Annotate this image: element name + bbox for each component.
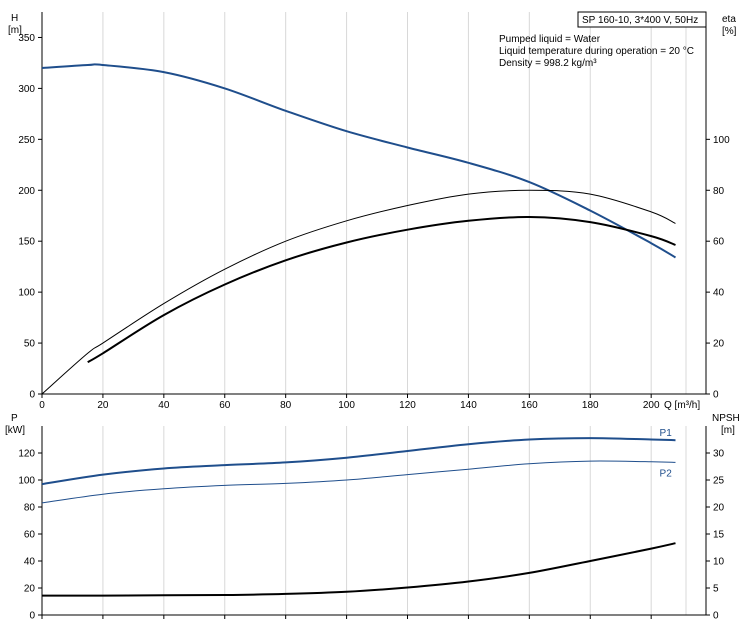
x-tick-label: 60: [219, 400, 231, 411]
density-info: Density = 998.2 kg/m³: [499, 58, 597, 69]
left-tick-label: 100: [18, 476, 35, 487]
left-tick-label: 40: [24, 557, 36, 568]
left-tick-label: 0: [29, 390, 35, 401]
right-tick-label: 20: [713, 503, 725, 514]
power-axis-unit: [kW]: [5, 425, 25, 436]
right-tick-label: 40: [713, 288, 725, 299]
right-tick-label: 0: [713, 390, 719, 401]
series-line: [87, 215, 676, 364]
right-tick-label: 20: [713, 339, 725, 350]
eta-axis-title: eta: [722, 14, 736, 25]
head-axis-title: H: [11, 13, 18, 24]
x-tick-label: 140: [460, 400, 477, 411]
x-tick-label: 100: [338, 400, 355, 411]
right-tick-label: 60: [713, 237, 725, 248]
left-tick-label: 350: [18, 33, 35, 44]
head-axis-unit: [m]: [8, 25, 22, 36]
npsh-axis-unit: [m]: [721, 425, 735, 436]
left-tick-label: 250: [18, 135, 35, 146]
p2-series-label: P2: [660, 468, 673, 479]
right-tick-label: 0: [713, 611, 719, 622]
series-line: [41, 189, 676, 395]
left-tick-label: 300: [18, 84, 35, 95]
flow-axis-title: Q [m³/h]: [664, 400, 700, 411]
p1-series-label: P1: [660, 428, 673, 439]
series-line: [42, 542, 676, 597]
pump-model-label: SP 160-10, 3*400 V, 50Hz: [582, 15, 698, 26]
left-tick-label: 100: [18, 288, 35, 299]
right-tick-label: 30: [713, 449, 725, 460]
x-tick-label: 40: [158, 400, 170, 411]
eta-axis-unit: [%]: [722, 26, 737, 37]
x-tick-label: 160: [521, 400, 538, 411]
pump-model-box: SP 160-10, 3*400 V, 50Hz: [577, 11, 707, 28]
npsh-axis-title: NPSH: [712, 413, 740, 424]
left-tick-label: 50: [24, 339, 36, 350]
series-line: [41, 437, 676, 486]
left-tick-label: 60: [24, 530, 36, 541]
right-tick-label: 10: [713, 557, 725, 568]
x-tick-label: 20: [97, 400, 109, 411]
left-tick-label: 20: [24, 584, 36, 595]
right-tick-label: 15: [713, 530, 725, 541]
left-tick-label: 200: [18, 186, 35, 197]
left-tick-label: 150: [18, 237, 35, 248]
power-axis-title: P: [11, 413, 18, 424]
right-tick-label: 80: [713, 186, 725, 197]
x-tick-label: 0: [39, 400, 45, 411]
x-tick-label: 120: [399, 400, 416, 411]
series-line: [41, 460, 676, 504]
head-efficiency-panel: 0 20 40 60 80 100 120 140 160 180 2000501001502002…: [8, 11, 737, 411]
right-tick-label: 5: [713, 584, 719, 595]
series-line: [41, 63, 677, 259]
pumped-liquid-info: Pumped liquid = Water: [499, 34, 601, 45]
right-tick-label: 100: [713, 135, 730, 146]
liquid-temperature-info: Liquid temperature during operation = 20…: [499, 46, 694, 57]
x-tick-label: 200: [643, 400, 660, 411]
left-tick-label: 120: [18, 449, 35, 460]
left-tick-label: 80: [24, 503, 36, 514]
x-tick-label: 80: [280, 400, 292, 411]
right-tick-label: 25: [713, 476, 725, 487]
left-tick-label: 0: [29, 611, 35, 622]
x-tick-label: 180: [582, 400, 599, 411]
